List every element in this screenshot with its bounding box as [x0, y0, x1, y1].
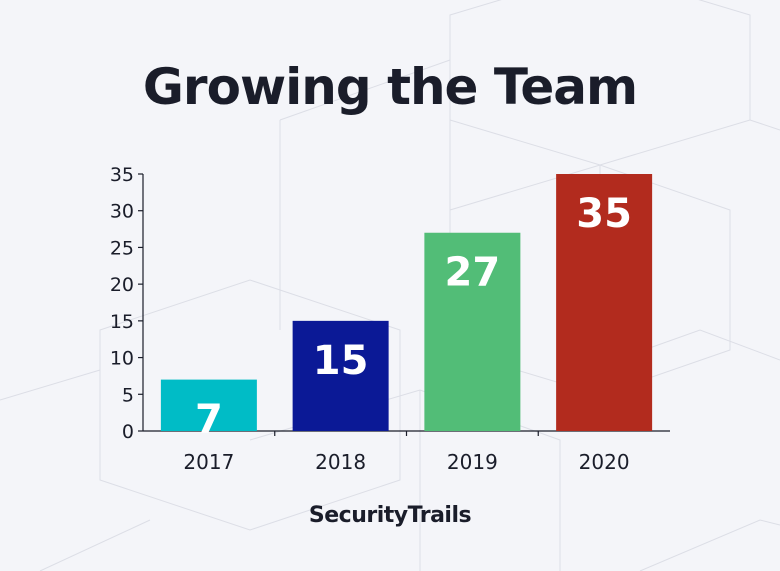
- y-tick-label: 25: [110, 237, 134, 259]
- y-tick-label: 5: [122, 384, 134, 406]
- y-tick-label: 35: [110, 164, 134, 186]
- y-tick-label: 15: [110, 311, 134, 333]
- y-tick-label: 10: [110, 348, 134, 370]
- x-tick-label-2020: 2020: [579, 450, 630, 474]
- data-label-2019: 27: [445, 250, 501, 296]
- bar-2020: [556, 174, 653, 431]
- data-label-2018: 15: [313, 338, 369, 384]
- chart-title: Growing the Team: [142, 58, 638, 116]
- data-label-2017: 7: [195, 397, 223, 443]
- y-tick-label: 0: [122, 421, 134, 443]
- x-tick-label-2018: 2018: [315, 450, 366, 474]
- x-tick-label-2017: 2017: [183, 450, 234, 474]
- x-tick-label-2019: 2019: [447, 450, 498, 474]
- bar-2018: [292, 320, 389, 431]
- y-tick-label: 20: [110, 274, 134, 296]
- securitytrails-logo: SecurityTrails: [308, 503, 472, 528]
- y-tick-label: 30: [110, 201, 134, 223]
- bar-2019: [424, 232, 521, 431]
- bar-2017: [160, 379, 257, 431]
- data-label-2020: 35: [576, 191, 632, 237]
